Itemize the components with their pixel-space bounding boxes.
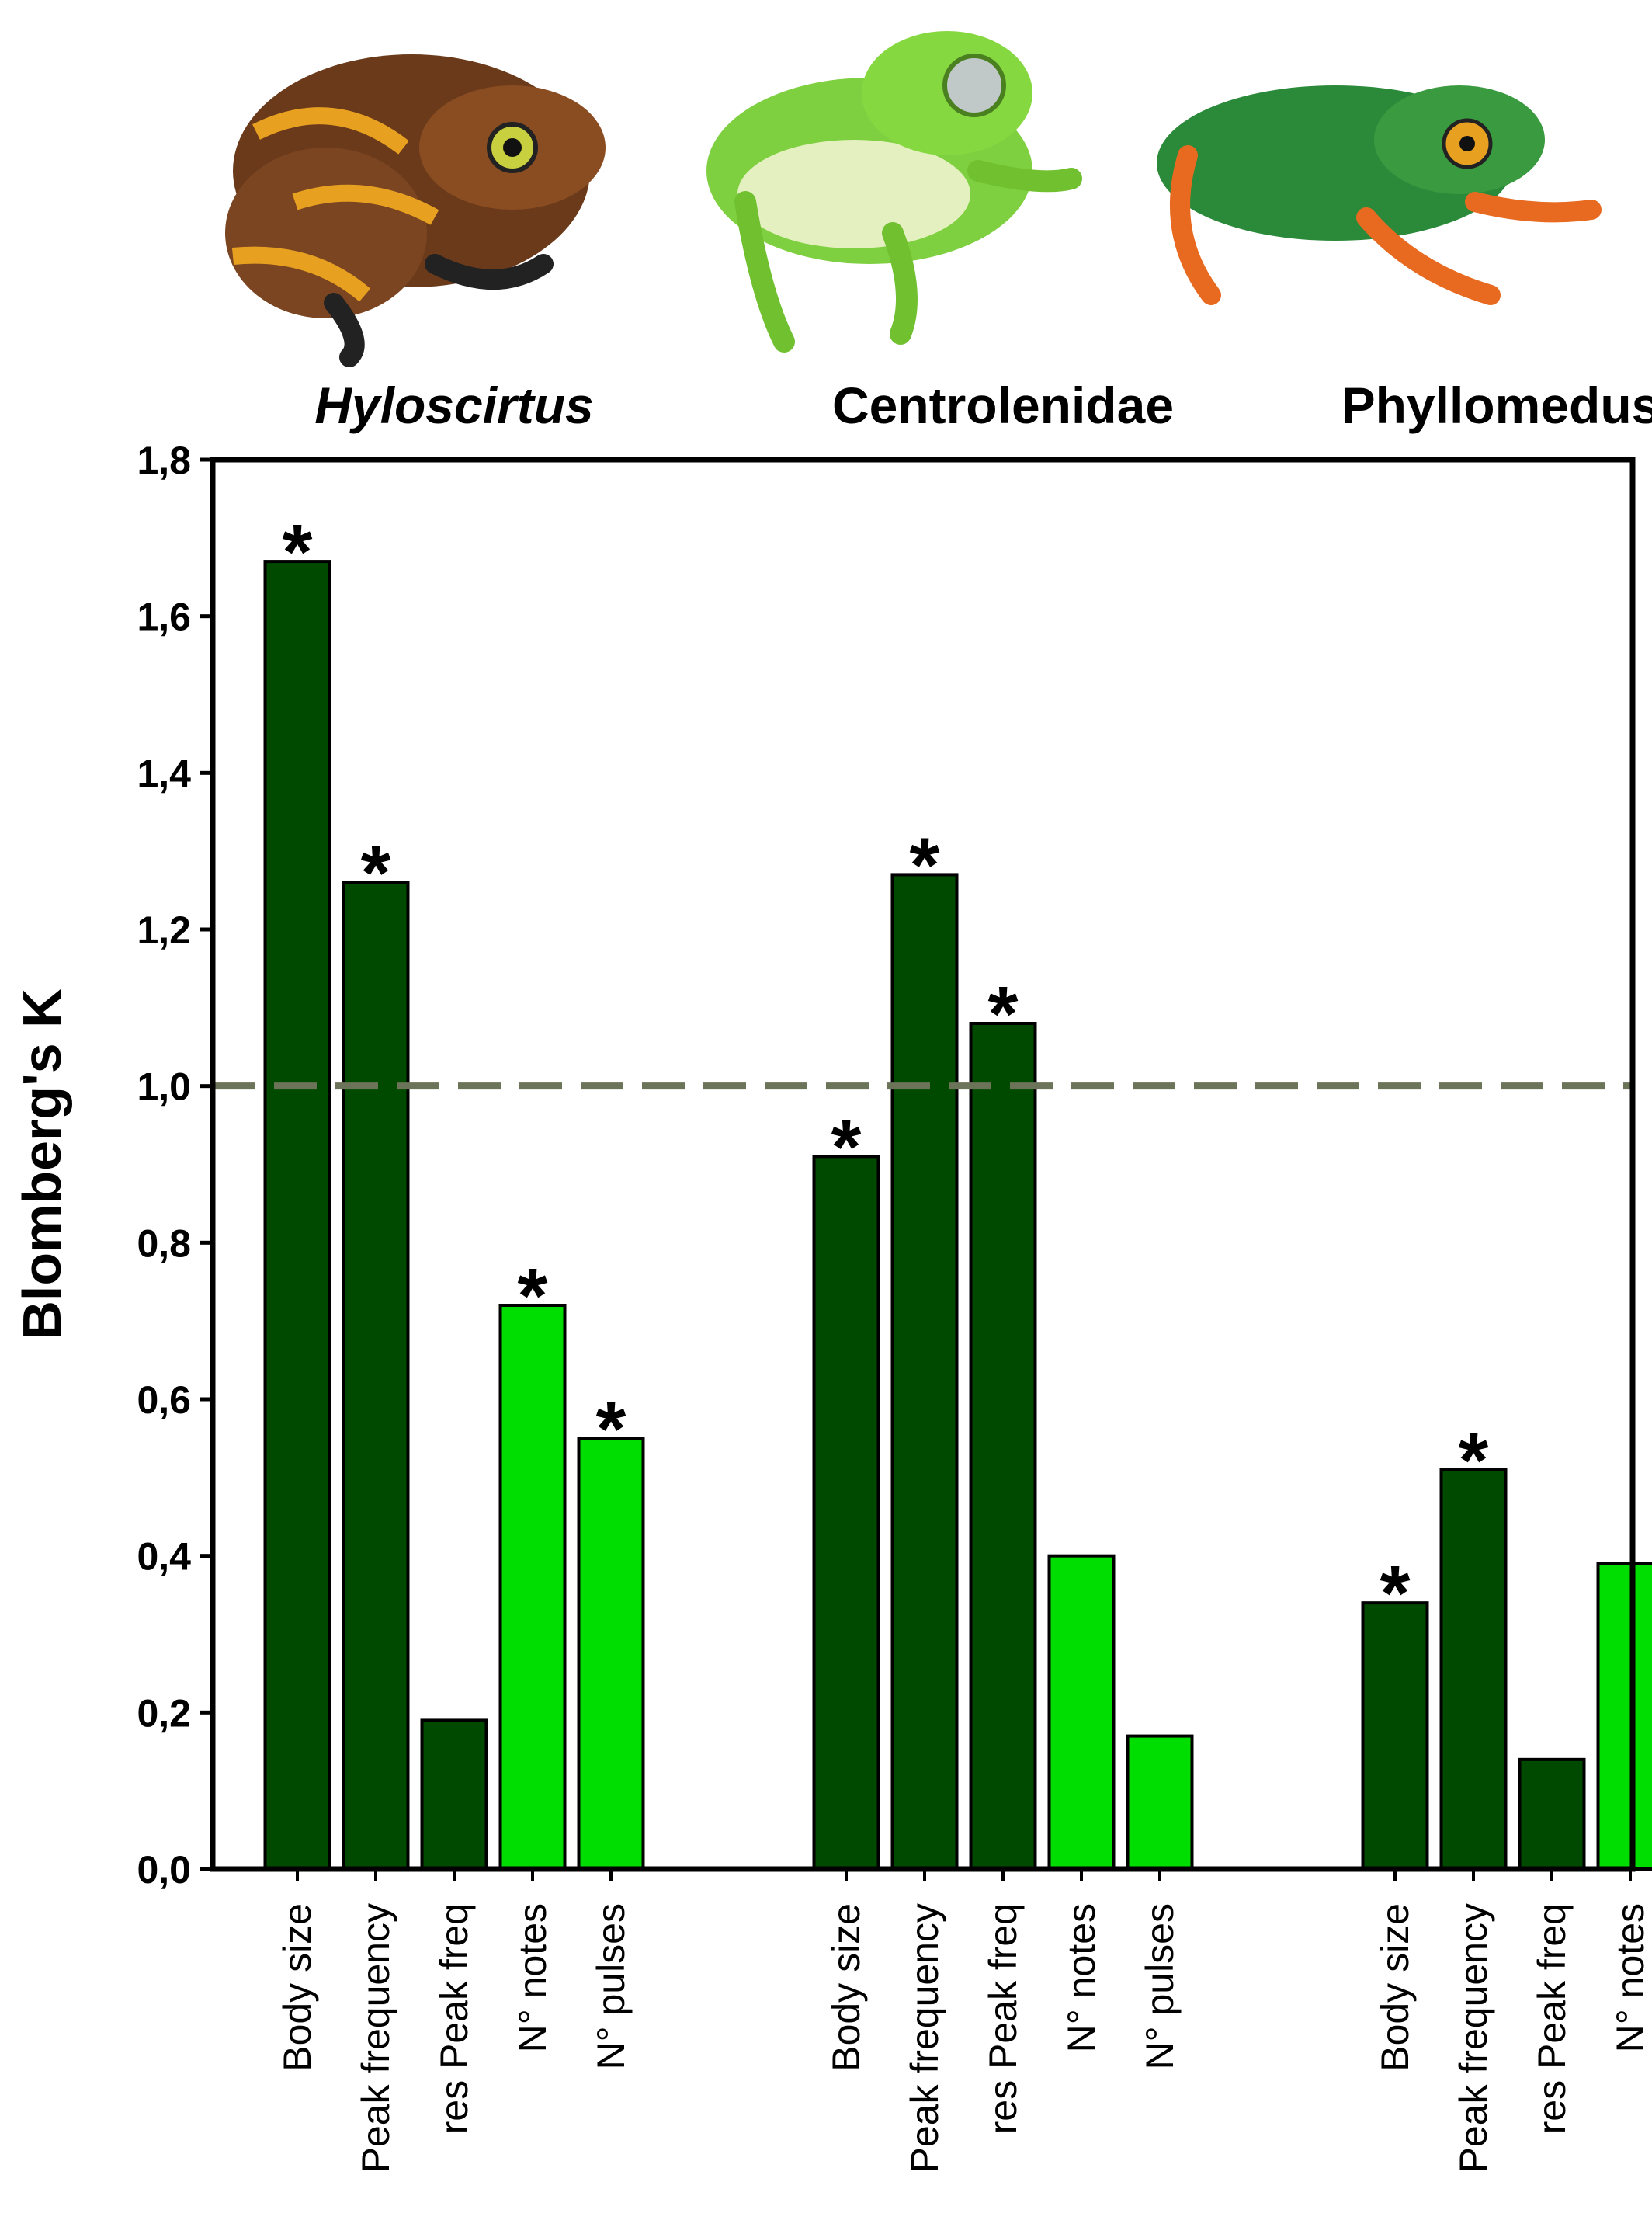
group-label: Hyloscirtus <box>314 377 593 434</box>
x-tick-label: N° notes <box>1060 1903 1103 2052</box>
x-tick-label: Body size <box>276 1903 319 2072</box>
y-tick-label: 1,8 <box>137 439 191 482</box>
x-tick-label: res Peak freq <box>432 1903 476 2134</box>
x-tick-label: Body size <box>824 1903 868 2072</box>
y-tick-label: 1,0 <box>137 1065 191 1109</box>
x-tick-label: N° pulses <box>589 1903 633 2070</box>
bar <box>890 873 959 1871</box>
bar <box>263 560 331 1871</box>
significance-marker: * <box>596 1385 626 1472</box>
bar <box>498 1304 567 1871</box>
bar <box>1596 1562 1652 1871</box>
x-tick-label: res Peak freq <box>1530 1903 1574 2134</box>
frog-centrolenidae <box>706 31 1082 353</box>
x-tick-label: Peak frequency <box>354 1903 397 2173</box>
x-tick-label: Peak frequency <box>1452 1903 1495 2173</box>
y-tick-label: 1,6 <box>137 596 191 639</box>
x-tick-label: res Peak freq <box>981 1903 1025 2134</box>
significance-marker: * <box>910 822 940 909</box>
bar <box>969 1022 1037 1871</box>
significance-marker: * <box>1459 1417 1489 1504</box>
bar <box>577 1437 645 1871</box>
bar <box>1439 1468 1508 1871</box>
y-tick-label: 0,4 <box>137 1535 191 1579</box>
x-tick-label: N° notes <box>1609 1903 1652 2052</box>
y-axis-label: Blomberg's K <box>12 988 72 1339</box>
bar <box>1047 1554 1116 1871</box>
y-tick-label: 1,4 <box>137 752 191 795</box>
x-tick-label: Peak frequency <box>903 1903 946 2173</box>
y-tick-label: 0,8 <box>137 1221 191 1265</box>
group-label: Phyllomedusinae <box>1341 377 1652 434</box>
significance-marker: * <box>1380 1550 1411 1637</box>
bar <box>1518 1757 1586 1871</box>
x-tick-label: Body size <box>1373 1903 1417 2072</box>
bar <box>1361 1601 1429 1871</box>
bar <box>1126 1734 1194 1871</box>
x-tick-label: N° notes <box>511 1903 554 2052</box>
significance-marker: * <box>988 971 1019 1058</box>
y-tick-label: 1,2 <box>137 909 191 952</box>
y-tick-label: 0,0 <box>137 1848 191 1892</box>
significance-marker: * <box>361 830 391 917</box>
significance-marker: * <box>831 1103 862 1190</box>
frog-hyloscirtus <box>225 54 606 367</box>
x-tick-label: N° pulses <box>1138 1903 1182 2070</box>
y-tick-label: 0,6 <box>137 1378 191 1422</box>
bar <box>420 1718 488 1871</box>
significance-marker: * <box>283 509 313 596</box>
bar <box>812 1155 880 1871</box>
frog-phyllomedusinae <box>1157 85 1602 305</box>
y-tick-label: 0,2 <box>137 1691 191 1735</box>
bar <box>342 881 410 1871</box>
group-label: Centrolenidae <box>832 377 1174 434</box>
plot-frame <box>210 457 1636 1872</box>
significance-marker: * <box>518 1252 548 1339</box>
